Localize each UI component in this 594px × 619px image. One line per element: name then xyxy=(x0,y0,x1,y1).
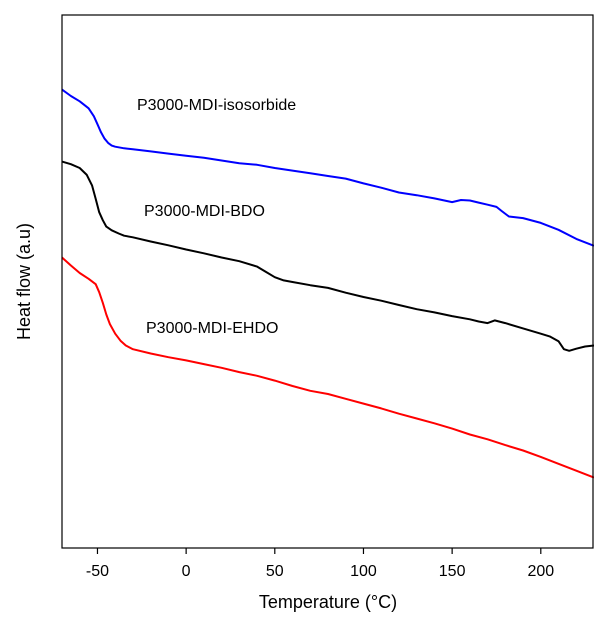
x-axis-title: Temperature (°C) xyxy=(259,592,397,612)
series-labels: P3000-MDI-isosorbide P3000-MDI-BDO P3000-M… xyxy=(137,97,296,337)
series-label: P3000-MDI-EHDO xyxy=(146,320,278,337)
plot-area xyxy=(61,88,594,479)
x-tick-label: 50 xyxy=(266,563,284,580)
x-tick-label: 150 xyxy=(439,563,466,580)
series-line-p3000-mdi-isosorbide xyxy=(61,88,594,247)
series-line-p3000-mdi-bdo xyxy=(61,160,594,352)
x-tick-label: 100 xyxy=(350,563,377,580)
axes-frame xyxy=(61,14,594,549)
series-label: P3000-MDI-BDO xyxy=(144,203,265,220)
x-axis-ticks: -50 0 50 100 150 200 xyxy=(86,548,554,580)
x-tick-label: 0 xyxy=(182,563,191,580)
series-label: P3000-MDI-isosorbide xyxy=(137,97,296,114)
y-axis-title: Heat flow (a.u) xyxy=(14,223,34,340)
x-tick-label: 200 xyxy=(527,563,554,580)
series-line-p3000-mdi-ehdo xyxy=(61,256,594,479)
x-tick-label: -50 xyxy=(86,563,109,580)
